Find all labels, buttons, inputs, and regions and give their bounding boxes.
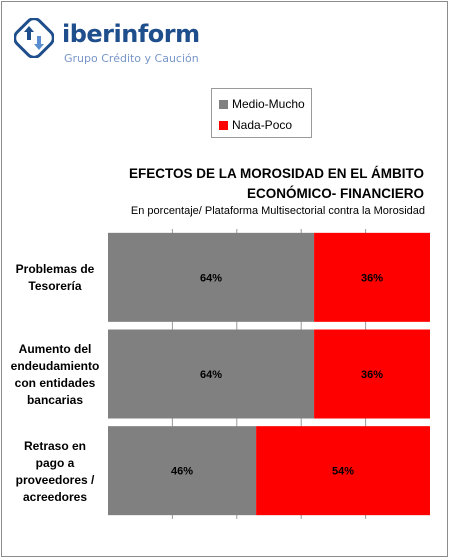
data-label-medio-mucho-2: 64% <box>200 369 222 381</box>
category-label-3-line-2: pago a <box>35 456 75 470</box>
category-label-3-line-3: proveedores / <box>15 473 95 487</box>
refresh-arrows-icon <box>14 18 54 58</box>
legend-label-medio-mucho: Medio-Mucho <box>232 97 305 111</box>
legend-swatch-nada-poco <box>219 120 228 130</box>
legend-item-medio-mucho: Medio-Mucho <box>219 97 305 111</box>
iberinform-logo: iberinform Grupo Crédito y Caución <box>14 14 214 74</box>
category-label-1-line-2: Tesorería <box>28 279 82 293</box>
chart-title-line-2: ECONÓMICO- FINANCIERO <box>247 186 424 201</box>
data-label-medio-mucho-3: 46% <box>171 466 193 478</box>
bar-nada-poco-1 <box>314 232 430 322</box>
bar-nada-poco-3 <box>256 426 430 516</box>
bar-medio-mucho-3 <box>108 426 257 516</box>
brand-name: iberinform <box>62 20 200 48</box>
data-label-medio-mucho-1: 64% <box>200 272 222 284</box>
chart-title: EFECTOS DE LA MOROSIDAD EN EL ÁMBITO ECO… <box>129 164 424 204</box>
category-label-3: Retraso en pago a proveedores / acreedor… <box>10 438 100 506</box>
data-label-nada-poco-3: 54% <box>332 466 354 478</box>
category-label-1-line-1: Problemas de <box>15 262 95 276</box>
legend-label-nada-poco: Nada-Poco <box>232 118 293 132</box>
data-label-nada-poco-2: 36% <box>361 369 383 381</box>
bar-nada-poco-2 <box>314 329 430 419</box>
plot-area: 64% 36% 64% 36% 46% 54% <box>108 229 430 519</box>
category-label-3-line-1: Retraso en <box>23 439 87 453</box>
category-label-3-line-4: acreedores <box>22 490 88 504</box>
chart-title-line-1: EFECTOS DE LA MOROSIDAD EN EL ÁMBITO <box>128 166 424 181</box>
category-label-2-line-3: con entidades <box>14 376 96 390</box>
category-label-2-line-2: endeudamiento <box>10 359 100 373</box>
bar-chart-svg: 64% 36% 64% 36% 46% 54% <box>108 229 430 519</box>
category-label-1: Problemas de Tesorería <box>10 261 100 295</box>
bar-medio-mucho-2 <box>108 329 315 419</box>
category-label-2-line-1: Aumento del <box>18 342 92 356</box>
brand-tagline: Grupo Crédito y Caución <box>64 52 199 65</box>
category-label-2-line-4: bancarias <box>26 393 84 407</box>
category-label-2: Aumento del endeudamiento con entidades … <box>10 341 100 409</box>
chart-legend: Medio-Mucho Nada-Poco <box>211 88 312 138</box>
legend-item-nada-poco: Nada-Poco <box>219 118 292 132</box>
legend-swatch-medio-mucho <box>219 99 228 109</box>
bar-medio-mucho-1 <box>108 232 315 322</box>
chart-subtitle: En porcentaje/ Plataforma Multisectorial… <box>130 205 425 217</box>
data-label-nada-poco-1: 36% <box>361 272 383 284</box>
